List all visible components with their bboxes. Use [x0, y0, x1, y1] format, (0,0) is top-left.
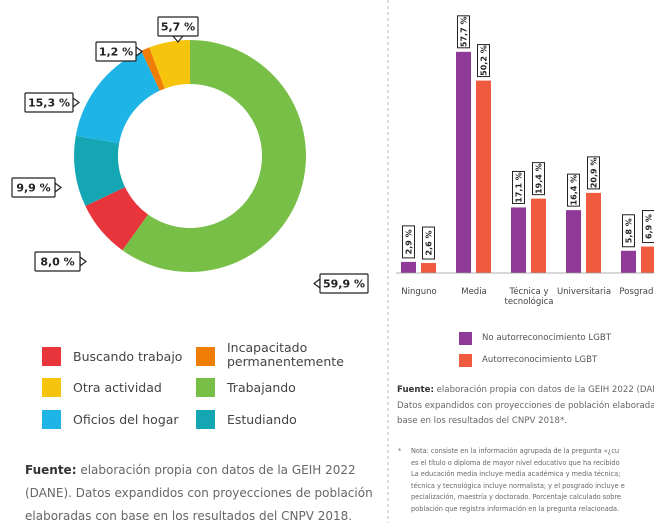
value-label: 20,9 %	[590, 158, 599, 189]
left-source: Fuente: elaboración propia con datos de …	[25, 459, 395, 528]
bar	[476, 81, 491, 273]
legend-label: Autorreconocimiento LGBT	[482, 355, 597, 365]
footnote-line: Nota: consiste en la información agrupad…	[411, 446, 625, 458]
footnote-line: técnica y tecnológica incluye normalista…	[411, 481, 625, 493]
value-label: 50,2 %	[480, 45, 489, 76]
legend-swatch	[42, 378, 61, 397]
legend-label: No autorreconocimiento LGBT	[482, 333, 611, 343]
source-line: Datos expandidos con proyecciones de pob…	[397, 401, 654, 411]
legend-label: Oficios del hogar	[73, 413, 213, 427]
value-label: 1,2 %	[99, 46, 133, 59]
value-label: 2,9 %	[405, 229, 414, 254]
legend-label: Buscando trabajo	[73, 350, 213, 364]
value-label: 2,6 %	[425, 231, 434, 256]
value-label: 57,7 %	[460, 17, 469, 48]
footnote-line: pecialización, maestría y doctorado. Por…	[411, 492, 625, 504]
value-label: 6,9 %	[645, 214, 654, 239]
bar	[401, 262, 416, 273]
bar	[421, 263, 436, 273]
legend-swatch	[459, 332, 472, 345]
label-pointer	[80, 257, 86, 266]
value-label: 5,8 %	[625, 218, 634, 243]
bar	[456, 52, 471, 273]
legend-swatch	[42, 347, 61, 366]
value-label: 9,9 %	[16, 182, 50, 195]
legend-swatch	[42, 410, 61, 429]
label-pointer	[73, 98, 79, 107]
value-label: 8,0 %	[40, 256, 74, 269]
bar	[531, 199, 546, 273]
value-label: 59,9 %	[323, 278, 365, 291]
footnote-line: es el título o diploma de mayor nivel ed…	[411, 458, 625, 470]
footnote: Nota: consiste en la información agrupad…	[411, 446, 625, 515]
source-label: Fuente:	[25, 463, 77, 477]
label-pointer	[314, 279, 320, 288]
bar	[511, 207, 526, 273]
label-pointer	[55, 183, 61, 192]
value-label: 15,3 %	[28, 97, 70, 110]
bar	[566, 210, 581, 273]
value-label: 5,7 %	[161, 21, 195, 34]
footnote-line: La educación media incluye media académi…	[411, 469, 625, 481]
x-tick-label: Posgrado	[607, 287, 654, 297]
legend-label: Estudiando	[227, 413, 367, 427]
source-line: elaboración propia con datos de la GEIH …	[437, 385, 654, 395]
value-label: 16,4 %	[570, 175, 579, 206]
legend-label: Otra actividad	[73, 381, 213, 395]
footnote-line: población que registra información en la…	[411, 504, 625, 516]
donut-slice	[76, 51, 160, 144]
right-source: Fuente: elaboración propia con datos de …	[397, 383, 654, 430]
source-text: elaboración propia con datos de la GEIH …	[25, 463, 373, 523]
bar	[641, 247, 654, 273]
bar	[621, 251, 636, 273]
legend-swatch	[459, 354, 472, 367]
source-label: Fuente:	[397, 385, 434, 395]
footnote-marker: *	[398, 446, 401, 458]
source-line: base en los resultados del CNPV 2018*.	[397, 416, 567, 426]
legend-label: Incapacitado permanentemente	[227, 341, 347, 369]
bar	[586, 193, 601, 273]
value-label: 19,4 %	[535, 163, 544, 194]
legend-label: Trabajando	[227, 381, 367, 395]
value-label: 17,1 %	[515, 172, 524, 203]
